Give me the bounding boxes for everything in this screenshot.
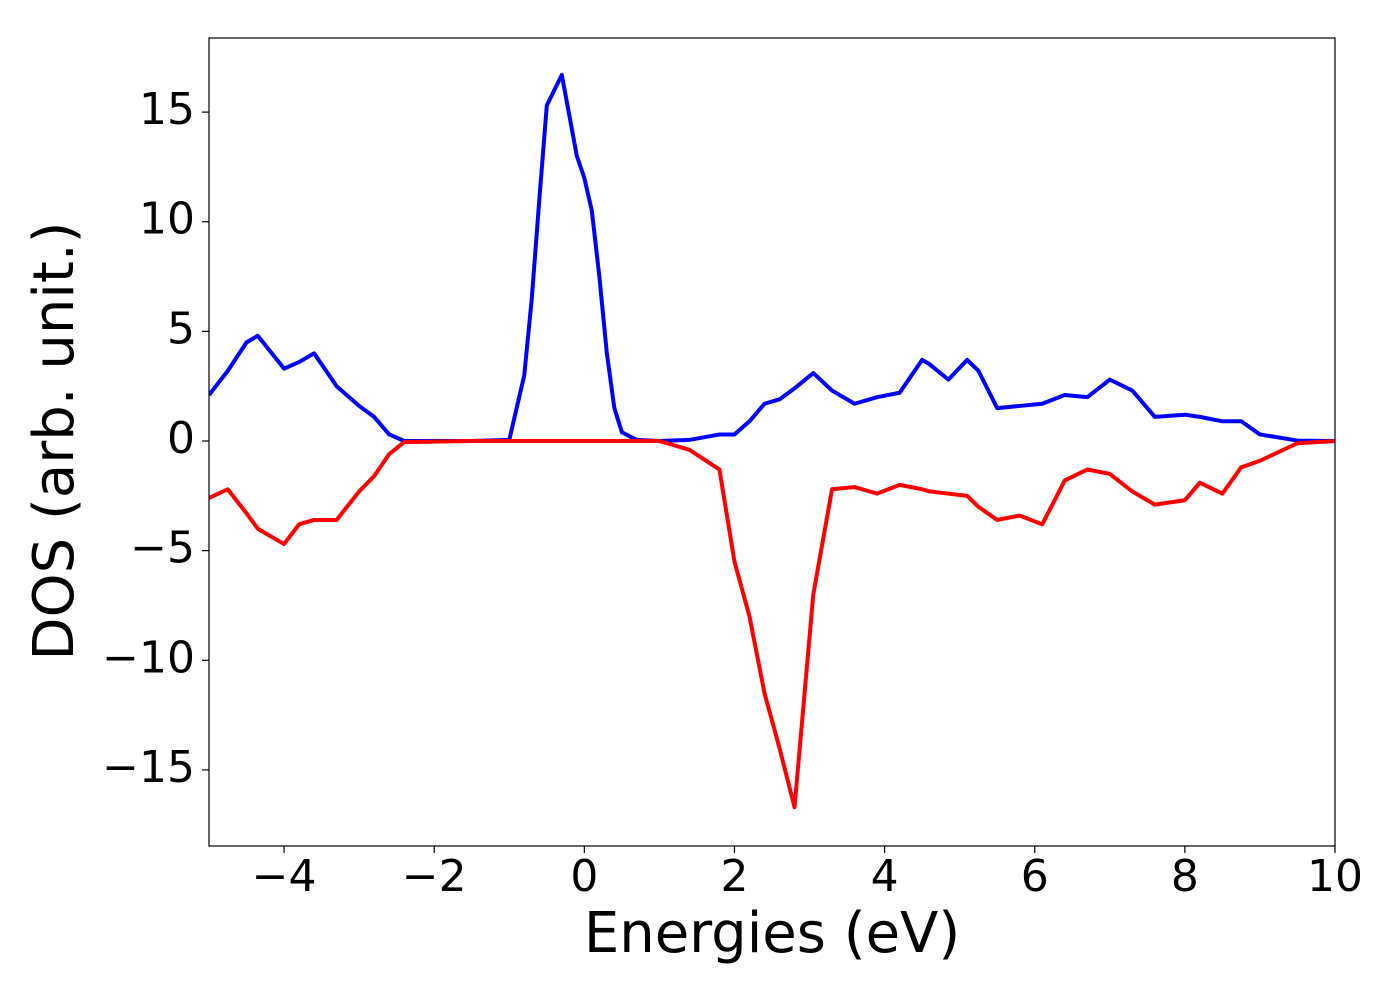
series-line xyxy=(209,72,1335,444)
x-axis-label: Energies (eV) xyxy=(584,901,960,966)
y-tick-label: −10 xyxy=(102,632,195,683)
x-tick-label: 4 xyxy=(871,851,899,902)
x-tick-label: 0 xyxy=(570,851,598,902)
y-axis-label: DOS (arb. unit.) xyxy=(22,221,87,660)
y-tick-label: 5 xyxy=(167,303,195,354)
plot-frame xyxy=(208,37,1336,847)
x-tick-label: 2 xyxy=(720,851,748,902)
x-tick-label: −4 xyxy=(252,851,317,902)
y-tick-label: −5 xyxy=(130,523,195,574)
x-tick-label: 8 xyxy=(1171,851,1199,902)
series-line xyxy=(209,439,1335,810)
y-tick-label: 10 xyxy=(139,194,195,245)
y-tick-label: 0 xyxy=(167,413,195,464)
x-tick-label: 6 xyxy=(1021,851,1049,902)
y-tick-label: 15 xyxy=(139,84,195,135)
x-tick-label: −2 xyxy=(402,851,467,902)
y-tick-label: −15 xyxy=(102,742,195,793)
x-tick-label: 10 xyxy=(1307,851,1363,902)
